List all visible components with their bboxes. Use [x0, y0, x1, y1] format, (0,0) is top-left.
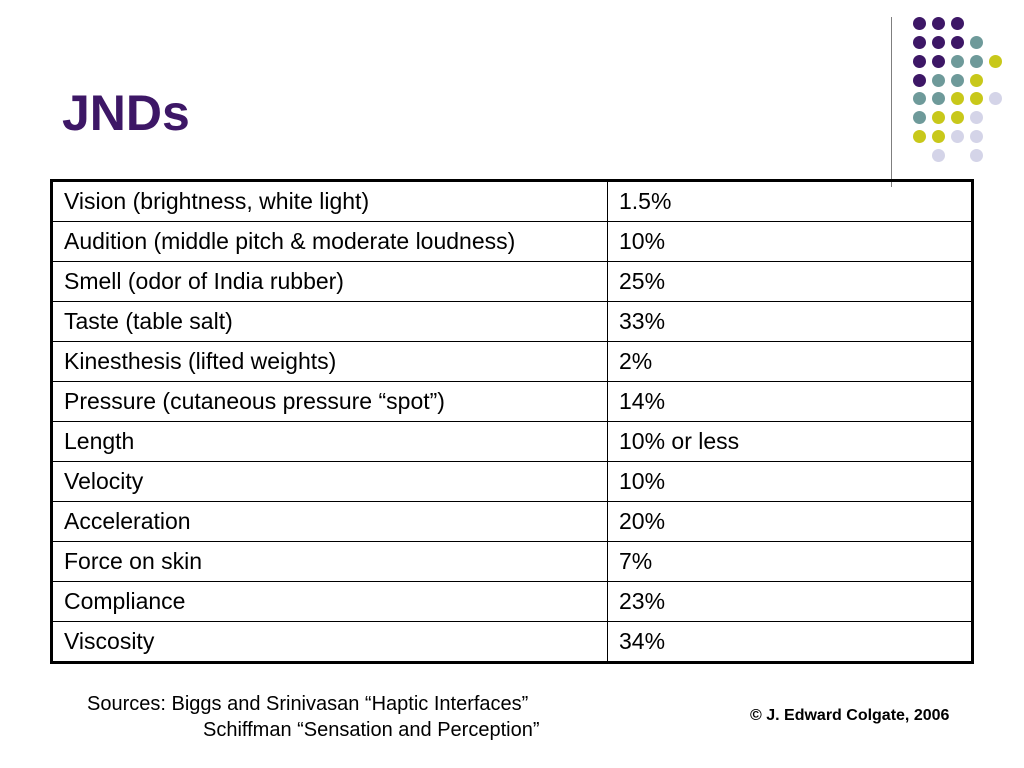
table-row: Length 10% or less	[51, 421, 973, 462]
row-label: Compliance	[51, 581, 608, 622]
decorative-dot	[913, 92, 926, 105]
decorative-dot	[913, 111, 926, 124]
sources-line-1: Sources: Biggs and Srinivasan “Haptic In…	[87, 693, 529, 715]
decorative-dot	[913, 74, 926, 87]
decorative-dot	[932, 130, 945, 143]
decorative-dot	[970, 130, 983, 143]
decorative-dot	[932, 111, 945, 124]
row-value: 7%	[607, 541, 973, 582]
decorative-dot	[932, 74, 945, 87]
table-row: Vision (brightness, white light) 1.5%	[51, 180, 973, 222]
decorative-dot	[970, 92, 983, 105]
table-row: Pressure (cutaneous pressure “spot”) 14%	[51, 381, 973, 422]
table-row: Taste (table salt) 33%	[51, 301, 973, 342]
decorative-dot	[951, 74, 964, 87]
row-label: Taste (table salt)	[51, 301, 608, 342]
table-row: Audition (middle pitch & moderate loudne…	[51, 221, 973, 262]
table-row: Kinesthesis (lifted weights) 2%	[51, 341, 973, 382]
row-label: Pressure (cutaneous pressure “spot”)	[51, 381, 608, 422]
decorative-dot	[913, 55, 926, 68]
decorative-dot	[951, 92, 964, 105]
row-value: 10%	[607, 461, 973, 502]
row-label: Length	[51, 421, 608, 462]
row-value: 1.5%	[607, 180, 973, 222]
decorative-dot	[951, 111, 964, 124]
row-label: Force on skin	[51, 541, 608, 582]
row-label: Audition (middle pitch & moderate loudne…	[51, 221, 608, 262]
jnd-table: Vision (brightness, white light) 1.5% Au…	[50, 179, 974, 664]
decorative-dot	[913, 36, 926, 49]
row-label: Viscosity	[51, 621, 608, 663]
row-value: 23%	[607, 581, 973, 622]
slide-title: JNDs	[62, 85, 190, 141]
decorative-dot	[932, 55, 945, 68]
copyright-notice: © J. Edward Colgate, 2006	[750, 707, 950, 724]
row-value: 25%	[607, 261, 973, 302]
decorative-dot	[932, 149, 945, 162]
decorative-dot	[913, 130, 926, 143]
row-label: Velocity	[51, 461, 608, 502]
row-label: Acceleration	[51, 501, 608, 542]
row-label: Vision (brightness, white light)	[51, 180, 608, 222]
decorative-dot	[932, 92, 945, 105]
row-value: 34%	[607, 621, 973, 663]
decorative-dot	[970, 149, 983, 162]
decorative-dot	[951, 17, 964, 30]
row-label: Smell (odor of India rubber)	[51, 261, 608, 302]
decorative-divider-line	[891, 17, 892, 187]
decorative-dot	[913, 17, 926, 30]
sources-line-2: Schiffman “Sensation and Perception”	[203, 719, 540, 741]
decorative-dot	[970, 55, 983, 68]
table-row: Acceleration 20%	[51, 501, 973, 542]
decorative-dot	[951, 36, 964, 49]
decorative-dot	[932, 36, 945, 49]
decorative-dot	[989, 92, 1002, 105]
decorative-dot	[970, 36, 983, 49]
row-value: 2%	[607, 341, 973, 382]
decorative-dot	[951, 55, 964, 68]
row-value: 33%	[607, 301, 973, 342]
row-value: 20%	[607, 501, 973, 542]
row-value: 10%	[607, 221, 973, 262]
row-label: Kinesthesis (lifted weights)	[51, 341, 608, 382]
decorative-dot	[951, 130, 964, 143]
table-row: Velocity 10%	[51, 461, 973, 502]
decorative-dot	[989, 55, 1002, 68]
decorative-dot	[970, 74, 983, 87]
table-row: Smell (odor of India rubber) 25%	[51, 261, 973, 302]
decorative-dot	[932, 17, 945, 30]
row-value: 10% or less	[607, 421, 973, 462]
sources-note: Sources: Biggs and Srinivasan “Haptic In…	[87, 691, 540, 743]
table-row: Viscosity 34%	[51, 621, 973, 663]
table-row: Force on skin 7%	[51, 541, 973, 582]
row-value: 14%	[607, 381, 973, 422]
table-row: Compliance 23%	[51, 581, 973, 622]
decorative-dot	[970, 111, 983, 124]
